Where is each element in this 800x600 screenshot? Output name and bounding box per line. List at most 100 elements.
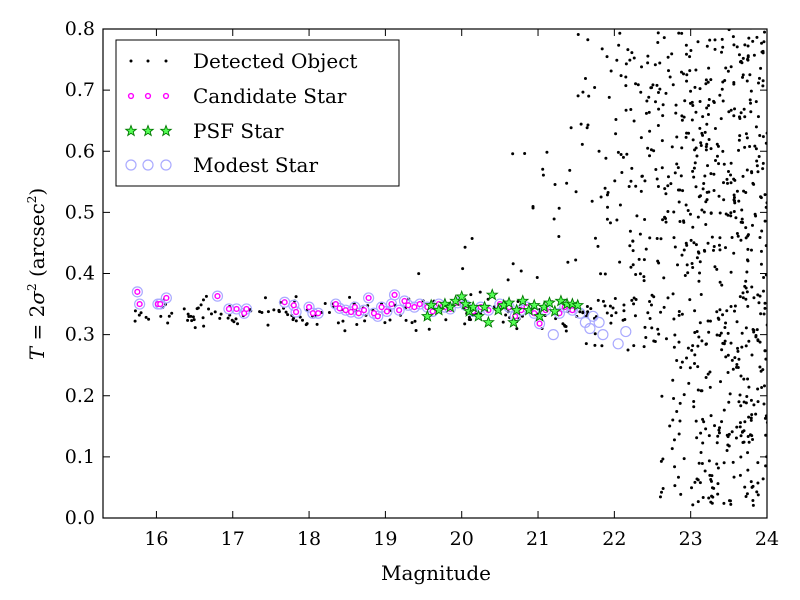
detected-object-point	[631, 263, 635, 267]
detected-object-point	[315, 322, 319, 326]
detected-object-point	[715, 333, 719, 337]
detected-object-point	[729, 173, 733, 177]
detected-object-point	[731, 35, 735, 39]
detected-object-point	[653, 63, 657, 67]
detected-object-point	[679, 174, 683, 178]
detected-object-point	[623, 317, 627, 321]
detected-object-point	[737, 199, 741, 203]
detected-object-point	[638, 272, 642, 276]
detected-object-point	[760, 386, 764, 390]
detected-object-point	[751, 327, 755, 331]
detected-object-point	[709, 477, 713, 481]
detected-object-point	[698, 126, 702, 130]
detected-object-point	[655, 83, 659, 87]
psf-star-point	[533, 309, 547, 322]
detected-object-point	[655, 237, 659, 241]
detected-object-point	[705, 190, 709, 194]
detected-object-point	[745, 395, 749, 399]
detected-object-point	[750, 223, 754, 227]
detected-object-point	[760, 229, 764, 233]
detected-object-point	[710, 235, 714, 239]
modest-star-point	[211, 290, 224, 302]
detected-object-point	[664, 91, 668, 95]
detected-object-point	[758, 133, 762, 137]
detected-object-point	[682, 248, 686, 252]
candidate-star-point	[355, 310, 362, 317]
detected-object-point	[670, 52, 674, 56]
detected-object-point	[752, 403, 756, 407]
detected-object-point	[284, 310, 288, 314]
detected-object-point	[719, 380, 722, 384]
detected-object-point	[687, 381, 691, 385]
detected-object-point	[586, 38, 590, 42]
detected-object-point	[664, 192, 668, 196]
modest-star-point	[131, 286, 143, 298]
detected-object-point	[746, 377, 750, 381]
detected-object-point	[711, 248, 715, 252]
detected-object-point	[586, 123, 590, 127]
x-tick-label: 17	[221, 528, 245, 550]
detected-object-point	[763, 30, 767, 34]
detected-object-point	[199, 303, 203, 307]
detected-object-point	[660, 394, 664, 398]
detected-object-point	[762, 312, 766, 316]
detected-object-point	[723, 246, 727, 250]
detected-object-point	[511, 152, 515, 156]
detected-object-point	[608, 304, 612, 308]
detected-object-point	[685, 263, 689, 267]
detected-object-point	[725, 177, 729, 181]
detected-object-point	[629, 265, 633, 269]
detected-object-point	[742, 440, 746, 444]
detected-object-point	[191, 315, 195, 319]
detected-object-point	[732, 251, 736, 255]
detected-object-point	[696, 478, 700, 482]
detected-object-point	[693, 85, 697, 89]
detected-object-point	[743, 145, 747, 149]
detected-object-point	[688, 212, 692, 216]
detected-object-point	[717, 431, 721, 435]
detected-object-point	[651, 83, 655, 87]
detected-object-point	[704, 145, 708, 149]
detected-object-point	[730, 430, 734, 434]
detected-object-point	[632, 296, 636, 300]
detected-object-point	[729, 214, 733, 218]
detected-object-point	[739, 404, 743, 408]
detected-object-point	[704, 148, 708, 152]
detected-object-point	[363, 319, 367, 323]
detected-object-point	[673, 484, 677, 488]
detected-object-point	[648, 299, 652, 303]
detected-object-point	[660, 166, 664, 170]
detected-object-point	[699, 194, 703, 198]
detected-object-point	[680, 31, 684, 35]
detected-object-point	[633, 314, 637, 318]
detected-object-point	[741, 73, 745, 77]
detected-object-point	[695, 329, 699, 333]
detected-object-point	[755, 35, 759, 39]
detected-object-point	[743, 420, 747, 424]
detected-object-point	[694, 419, 698, 423]
detected-object-point	[662, 305, 666, 309]
detected-object-point	[721, 149, 725, 153]
detected-object-point	[646, 311, 650, 315]
detected-object-point	[712, 189, 716, 192]
detected-object-point	[717, 428, 721, 432]
psf-star-point	[548, 304, 562, 317]
detected-object-point	[704, 223, 708, 227]
detected-object-point	[675, 410, 679, 413]
detected-object-point	[684, 52, 688, 56]
detected-object-point	[669, 182, 673, 186]
detected-object-point	[404, 318, 408, 322]
detected-object-point	[707, 104, 711, 108]
detected-object-point	[699, 389, 703, 393]
detected-object-point	[729, 108, 733, 112]
detected-object-point	[742, 377, 746, 381]
detected-object-point	[693, 309, 697, 313]
detected-object-point	[722, 501, 726, 505]
legend-marker	[144, 92, 152, 100]
detected-object-point	[620, 171, 624, 175]
detected-object-point	[668, 424, 672, 428]
detected-object-point	[732, 209, 736, 213]
detected-object-point	[726, 371, 730, 375]
detected-object-point	[694, 68, 698, 72]
detected-object-point	[725, 309, 729, 313]
